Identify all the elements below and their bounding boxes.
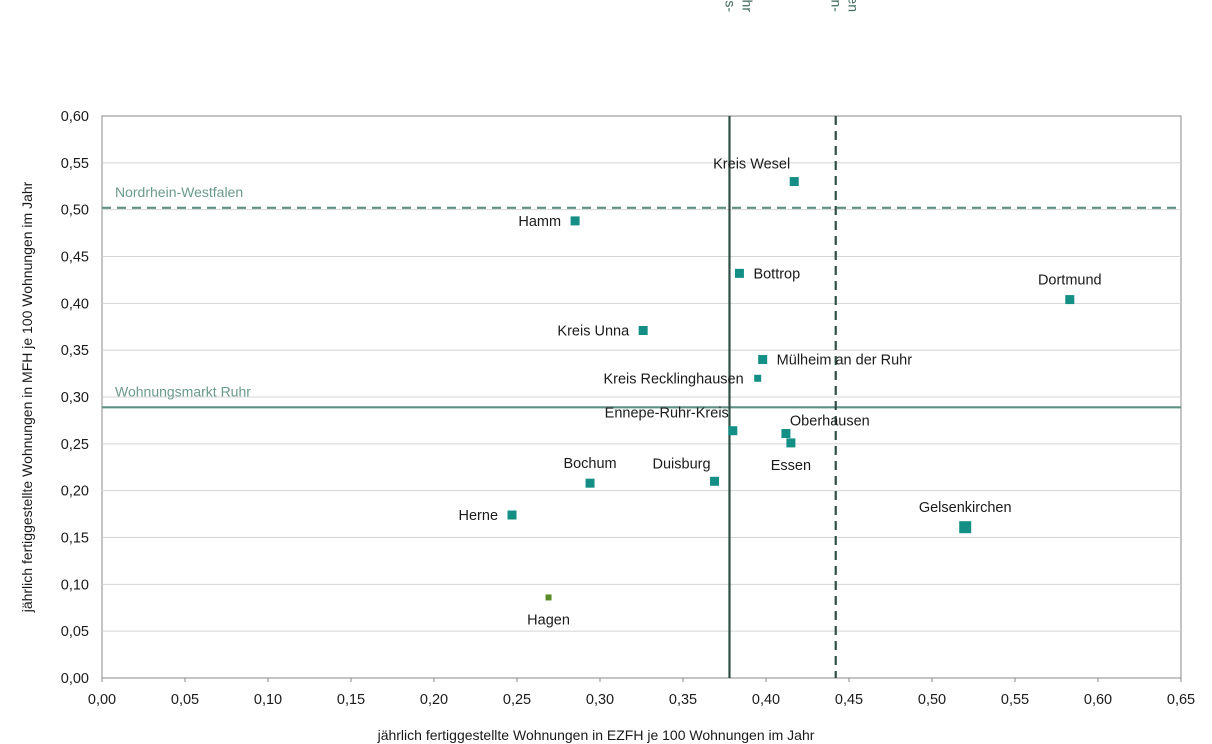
data-point-label: Hagen	[527, 612, 570, 628]
y-tick-label: 0,25	[61, 437, 89, 453]
x-axis-title: jährlich fertiggestellte Wohnungen in EZ…	[377, 727, 815, 743]
data-point-label: Mülheim an der Ruhr	[777, 353, 913, 369]
x-tick-label: 0,25	[503, 692, 531, 708]
y-tick-label: 0,45	[61, 250, 89, 266]
data-point	[754, 374, 762, 382]
data-point	[1065, 295, 1075, 305]
x-tick-label: 0,00	[88, 692, 116, 708]
data-point-label: Bochum	[563, 456, 616, 472]
data-point	[710, 476, 720, 486]
x-tick-label: 0,45	[835, 692, 863, 708]
y-axis-ticks: 0,00 0,05 0,10 0,15 0,20 0,25 0,30 0,35 0,40 0,45…	[61, 109, 89, 687]
data-point-label: Ennepe-Ruhr-Kreis	[605, 406, 729, 422]
data-point-label: Dortmund	[1038, 273, 1102, 289]
x-tick-label: 0,35	[669, 692, 697, 708]
x-tick-label: 0,05	[171, 692, 199, 708]
reference-label-nrw-v: Nordrhein-	[829, 0, 845, 12]
data-point	[545, 594, 552, 601]
x-tick-label: 0,50	[918, 692, 946, 708]
data-point-label: Duisburg	[653, 456, 711, 472]
x-tick-label: 0,65	[1167, 692, 1195, 708]
data-point	[734, 268, 744, 278]
y-axis-title: jährlich fertiggestellte Wohnungen in MF…	[19, 181, 35, 613]
data-point	[570, 216, 580, 226]
data-point	[781, 429, 791, 439]
data-point	[786, 438, 796, 448]
x-tick-label: 0,60	[1084, 692, 1112, 708]
y-tick-label: 0,10	[61, 577, 89, 593]
y-tick-label: 0,00	[61, 671, 89, 687]
y-tick-label: 0,35	[61, 343, 89, 359]
reference-label-ruhr-v: markt Ruhr	[739, 0, 755, 12]
data-point-label: Kreis Unna	[557, 323, 630, 339]
data-point	[585, 478, 595, 488]
data-point-label: Oberhausen	[790, 414, 870, 430]
data-points: Kreis Wesel Hamm Bottrop Dortmund Kreis Unna…	[459, 157, 1102, 629]
reference-lines: Nordrhein-Westfalen Wohnungsmarkt Ruhr Woh…	[102, 0, 1181, 678]
data-point-label: Essen	[771, 458, 811, 474]
reference-label-nrw-h: Nordrhein-Westfalen	[115, 184, 243, 200]
y-tick-label: 0,60	[61, 109, 89, 125]
x-tick-label: 0,30	[586, 692, 614, 708]
grid-lines	[102, 162, 1181, 632]
data-point	[507, 510, 517, 520]
data-point	[959, 521, 972, 534]
data-point-label: Bottrop	[753, 266, 800, 282]
data-point	[758, 355, 768, 365]
reference-label-ruhr-v: Wohnungs-	[722, 0, 738, 12]
y-tick-label: 0,30	[61, 390, 89, 406]
data-point-label: Kreis Wesel	[713, 157, 790, 173]
x-tick-label: 0,10	[254, 692, 282, 708]
x-axis-ticks: 0,00 0,05 0,10 0,15 0,20 0,25 0,30 0,35 0,40 0,45…	[88, 678, 1195, 708]
reference-label-nrw-v: Westfalen	[846, 0, 862, 12]
y-tick-label: 0,40	[61, 296, 89, 312]
data-point-label: Herne	[459, 508, 499, 524]
data-point-label: Gelsenkirchen	[919, 500, 1012, 516]
data-point-label: Hamm	[518, 214, 561, 230]
data-point	[638, 325, 648, 335]
y-tick-label: 0,50	[61, 203, 89, 219]
y-tick-label: 0,55	[61, 156, 89, 172]
y-tick-label: 0,20	[61, 484, 89, 500]
x-tick-label: 0,55	[1001, 692, 1029, 708]
y-tick-label: 0,05	[61, 624, 89, 640]
data-point	[728, 426, 738, 436]
reference-label-ruhr-h: Wohnungsmarkt Ruhr	[115, 383, 251, 399]
data-point-label: Kreis Recklinghausen	[603, 371, 743, 387]
x-tick-label: 0,20	[420, 692, 448, 708]
data-point	[789, 177, 799, 187]
y-tick-label: 0,15	[61, 531, 89, 547]
x-tick-label: 0,40	[752, 692, 780, 708]
x-tick-label: 0,15	[337, 692, 365, 708]
